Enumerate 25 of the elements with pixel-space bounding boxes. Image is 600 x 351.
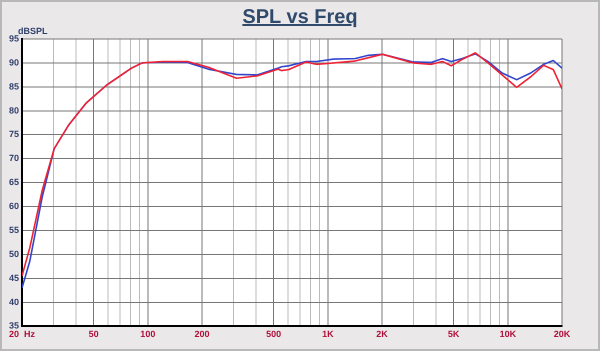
x-tick-label: 200 — [194, 329, 210, 340]
y-tick-label: 45 — [8, 272, 20, 283]
y-tick-label: 65 — [8, 177, 20, 188]
chart-title: SPL vs Freq — [242, 6, 358, 28]
y-tick-label: 35 — [8, 320, 20, 331]
x-tick-label: 20K — [554, 329, 571, 340]
y-tick-label: 95 — [8, 33, 20, 44]
x-tick-label: 50 — [88, 329, 99, 340]
x-tick-label: 2K — [376, 329, 388, 340]
x-tick-label: 5K — [448, 329, 460, 340]
x-tick-label: 10K — [500, 329, 517, 340]
x-tick-label: 100 — [140, 329, 156, 340]
y-tick-label: 80 — [8, 105, 20, 116]
y-tick-label: 40 — [8, 296, 20, 307]
y-tick-label: 70 — [8, 153, 20, 164]
x-tick-label: 20 Hz — [9, 329, 36, 340]
y-tick-label: 55 — [8, 224, 20, 235]
x-tick-label: 1K — [322, 329, 334, 340]
y-tick-label: 75 — [8, 129, 20, 140]
y-tick-label: 85 — [8, 81, 20, 92]
y-tick-label: 90 — [8, 57, 20, 68]
y-axis-title: dBSPL — [18, 26, 48, 36]
y-tick-label: 60 — [8, 201, 20, 212]
x-tick-label: 500 — [266, 329, 282, 340]
y-tick-label: 50 — [8, 248, 20, 259]
